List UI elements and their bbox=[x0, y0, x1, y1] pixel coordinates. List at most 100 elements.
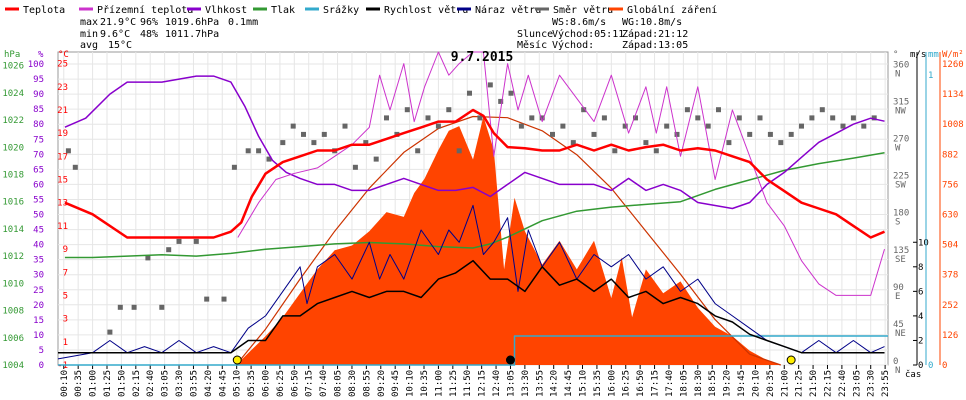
tick-label-humidity: 80 bbox=[33, 120, 44, 130]
axis-unit-humidity: % bbox=[38, 50, 44, 60]
tick-label-humidity: 10 bbox=[33, 331, 44, 341]
axis-unit-direction: ° bbox=[893, 50, 898, 60]
tick-label-hpa: 1014 bbox=[2, 225, 24, 235]
tick-label-x: 08:55 bbox=[362, 370, 372, 397]
tick-label-x: 18:55 bbox=[708, 370, 718, 397]
tick-label-x: 11:00 bbox=[434, 370, 444, 397]
tick-label-x: 06:25 bbox=[276, 370, 286, 397]
tick-label-temp: 11 bbox=[57, 222, 68, 232]
series-wind-direction-point bbox=[107, 329, 113, 335]
tick-label-humidity: 70 bbox=[33, 150, 44, 160]
tick-label-humidity: 30 bbox=[33, 271, 44, 281]
tick-label-direction-compass: NW bbox=[895, 107, 906, 117]
series-wind-direction-point bbox=[778, 140, 784, 146]
tick-label-radiation: 378 bbox=[942, 271, 958, 281]
tick-label-x: 10:35 bbox=[420, 370, 430, 397]
series-wind-direction-point bbox=[747, 131, 753, 137]
series-wind-direction-point bbox=[736, 115, 742, 121]
series-humidity bbox=[64, 75, 885, 210]
series-wind-direction-point bbox=[674, 131, 680, 137]
tick-label-x: 19:20 bbox=[723, 370, 733, 397]
series-wind-direction-point bbox=[799, 123, 804, 129]
tick-label-direction: 45 bbox=[893, 320, 904, 330]
tick-label-x: 16:25 bbox=[622, 370, 632, 397]
tick-label-temp: 3 bbox=[63, 315, 68, 325]
tick-label-wind: 8 bbox=[918, 263, 923, 273]
legend-label: Přízemní teplota bbox=[97, 4, 193, 16]
tick-label-direction-compass: W bbox=[895, 144, 901, 154]
series-wind-direction-point bbox=[352, 164, 358, 170]
tick-label-humidity: 95 bbox=[33, 75, 44, 85]
sunset-marker bbox=[786, 355, 796, 365]
tick-label-x: 02:40 bbox=[146, 370, 156, 397]
series-wind-direction-point bbox=[529, 115, 535, 121]
tick-label-x: 10:10 bbox=[406, 370, 416, 397]
series-wind-direction-point bbox=[256, 148, 262, 154]
series-wind-direction-point bbox=[684, 107, 690, 113]
tick-label-radiation: 630 bbox=[942, 210, 958, 220]
series-wind-direction-point bbox=[384, 115, 389, 121]
series-global-radiation bbox=[236, 116, 781, 365]
legend-label: Směr větru bbox=[553, 4, 613, 16]
series-wind-direction-point bbox=[176, 238, 182, 244]
series-wind-direction-point bbox=[716, 107, 721, 113]
tick-label-x: 07:15 bbox=[305, 370, 315, 397]
tick-label-temp: 25 bbox=[57, 60, 68, 70]
stats-panel: max 21.9°C 96% 1019.6hPa 0.1mm min 9.6°C 48% 101… bbox=[80, 17, 688, 51]
tick-label-x: 03:30 bbox=[175, 370, 185, 397]
tick-label-x: 20:10 bbox=[751, 370, 761, 397]
series-wind-direction-point bbox=[166, 247, 172, 253]
tick-label-temp: 17 bbox=[57, 152, 68, 162]
series-wind-direction-point bbox=[280, 140, 286, 146]
series-wind-direction-point bbox=[830, 115, 836, 121]
legend-label: Náraz větru bbox=[475, 4, 541, 16]
tick-label-direction: 90 bbox=[893, 283, 904, 293]
series-wind-direction-point bbox=[245, 148, 251, 154]
series-wind-direction-point bbox=[204, 296, 210, 302]
tick-label-humidity: 60 bbox=[33, 180, 44, 190]
tick-label-humidity: 85 bbox=[33, 105, 44, 115]
tick-label-humidity: 40 bbox=[33, 241, 44, 251]
tick-label-direction: 270 bbox=[893, 135, 909, 145]
tick-label-hpa: 1016 bbox=[2, 198, 24, 208]
tick-label-humidity: 100 bbox=[28, 60, 44, 70]
tick-label-direction: 360 bbox=[893, 60, 909, 70]
tick-label-x: 12:40 bbox=[492, 370, 502, 397]
tick-label-temp: 7 bbox=[63, 268, 68, 278]
series-wind-direction-point bbox=[560, 123, 566, 129]
tick-label-hpa: 1022 bbox=[2, 116, 24, 126]
tick-label-x: 11:50 bbox=[463, 370, 473, 397]
tick-label-humidity: 90 bbox=[33, 90, 44, 100]
series-wind-direction-point bbox=[266, 156, 272, 162]
tick-label-temp: -1 bbox=[57, 361, 68, 371]
axis-unit-radiation: W/m² bbox=[942, 50, 964, 60]
tick-label-x: 13:05 bbox=[506, 370, 516, 397]
tick-label-x: 13:55 bbox=[535, 370, 545, 397]
tick-label-x: 02:15 bbox=[132, 370, 142, 397]
series-wind-direction-point bbox=[633, 115, 638, 121]
legend-label: Srážky bbox=[323, 4, 359, 16]
tick-label-humidity: 0 bbox=[39, 361, 44, 371]
tick-label-x: 05:10 bbox=[233, 370, 243, 397]
tick-label-x: 20:35 bbox=[766, 370, 776, 397]
tick-label-direction: 0 bbox=[893, 357, 898, 367]
stat-max-rain: 0.1mm bbox=[228, 17, 258, 28]
stat-moonrise: Východ: bbox=[552, 39, 594, 51]
tick-label-hpa: 1004 bbox=[2, 361, 24, 371]
series-wind-direction-point bbox=[301, 131, 306, 137]
tick-label-direction: 135 bbox=[893, 246, 909, 256]
stat-sunrise: Východ:05:11 bbox=[552, 28, 624, 40]
series-wind-direction-point bbox=[539, 115, 545, 121]
series-wind-direction-point bbox=[487, 82, 493, 88]
tick-label-humidity: 50 bbox=[33, 211, 44, 221]
tick-label-direction-compass: N bbox=[895, 366, 900, 376]
tick-label-x: 16:00 bbox=[607, 370, 617, 397]
tick-label-x: 16:50 bbox=[636, 370, 646, 397]
stat-min-temp: 9.6°C bbox=[100, 29, 130, 40]
tick-label-direction: 225 bbox=[893, 172, 909, 182]
series-wind-direction-point bbox=[819, 107, 825, 113]
series-wind-direction-point bbox=[290, 123, 296, 129]
tick-label-wind: 10 bbox=[918, 238, 929, 248]
tick-label-rain: 1 bbox=[928, 71, 933, 81]
series-wind-speed bbox=[58, 259, 885, 354]
